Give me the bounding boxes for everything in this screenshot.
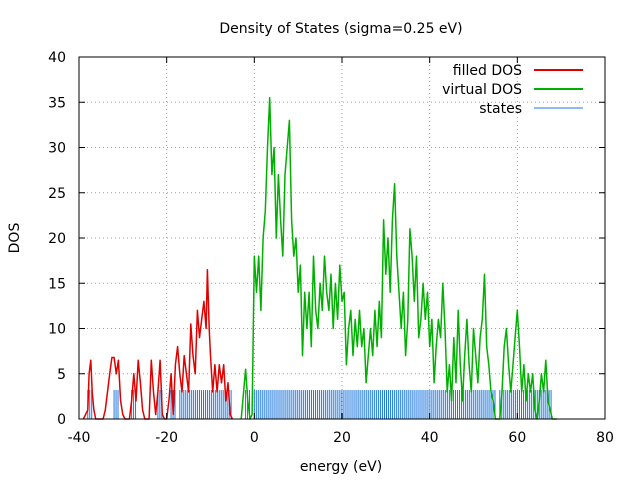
y-tick-label: 40 (48, 50, 66, 66)
legend-label: states (479, 101, 522, 117)
legend: filled DOS virtual DOS states (442, 63, 583, 117)
x-axis-label: energy (eV) (300, 459, 382, 475)
legend-label: filled DOS (453, 63, 522, 79)
x-tick-label: 20 (333, 430, 351, 446)
y-tick-label: 20 (48, 231, 66, 247)
x-tick-label: 80 (596, 430, 614, 446)
x-tick-label: 60 (508, 430, 526, 446)
legend-label: virtual DOS (442, 82, 522, 98)
y-axis-label: DOS (7, 223, 23, 254)
y-tick-label: 30 (48, 141, 66, 157)
y-tick-label: 10 (48, 322, 66, 338)
virtual-dos-series (240, 96, 557, 420)
series-line (82, 268, 234, 420)
axis-ticks: -40 -20 0 20 40 60 80 0 5 10 15 20 25 30 35 40 (48, 50, 614, 446)
y-tick-label: 35 (48, 95, 66, 111)
series-line (240, 96, 557, 420)
grid-lines (79, 57, 605, 419)
y-tick-label: 25 (48, 186, 66, 202)
y-tick-label: 5 (57, 367, 66, 383)
filled-dos-series (82, 268, 234, 420)
x-tick-label: -20 (155, 430, 178, 446)
y-tick-label: 15 (48, 276, 66, 292)
x-tick-label: 0 (250, 430, 259, 446)
x-tick-label: 40 (421, 430, 439, 446)
x-tick-label: -40 (68, 430, 91, 446)
y-tick-label: 0 (57, 412, 66, 428)
chart-title: Density of States (sigma=0.25 eV) (219, 21, 462, 37)
